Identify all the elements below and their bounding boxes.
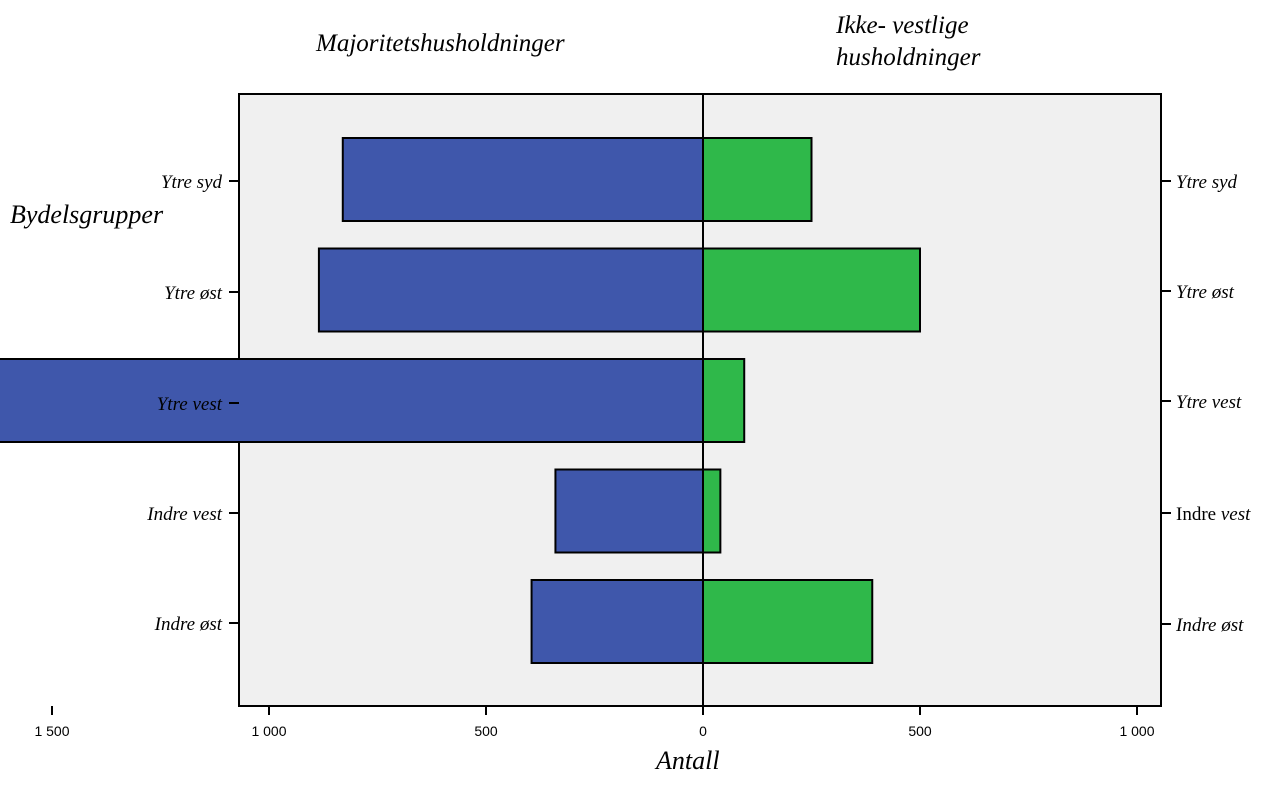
bar-left xyxy=(530,579,704,664)
y-tick-label-left: Ytre vest xyxy=(157,394,223,415)
bar-right xyxy=(702,468,722,554)
x-tick-label: 0 xyxy=(699,723,707,739)
x-tick-label: 1 500 xyxy=(34,723,69,739)
x-tick-label: 500 xyxy=(474,723,498,739)
y-tick-label-left: Indre vest xyxy=(146,504,222,525)
x-tick-label: 1 000 xyxy=(1119,723,1154,739)
y-tick-label-left: Ytre øst xyxy=(164,283,223,304)
x-axis-label: Antall xyxy=(656,746,720,775)
left-series-title: Majoritetshusholdninger xyxy=(316,30,565,57)
bar-left xyxy=(0,358,704,443)
bar-left xyxy=(554,468,704,554)
bar-right xyxy=(702,579,874,664)
x-tick-label: 1 000 xyxy=(251,723,286,739)
y-tick-label-right: Indre vest xyxy=(1176,504,1251,525)
bar-right xyxy=(702,137,813,222)
y-tick-label-right: Indre øst xyxy=(1175,615,1244,636)
bar-right xyxy=(702,247,921,333)
y-axis-label: Bydelsgrupper xyxy=(10,200,164,229)
right-series-title-line1: Ikke- vestlige xyxy=(836,12,969,39)
y-tick-label-right: Ytre vest xyxy=(1176,392,1242,413)
right-series-title-line2: husholdninger xyxy=(836,44,981,71)
y-tick-label-left: Ytre syd xyxy=(161,172,223,193)
y-tick-label-left: Indre øst xyxy=(154,614,223,635)
right-series-title: Ikke- vestlige husholdninger xyxy=(836,10,980,74)
bar-right xyxy=(702,358,746,443)
bar-left xyxy=(317,247,704,333)
bar-left xyxy=(341,137,704,222)
x-tick-label: 500 xyxy=(908,723,932,739)
y-tick-label-right: Ytre øst xyxy=(1176,282,1235,303)
y-tick-label-right: Ytre syd xyxy=(1176,172,1238,193)
